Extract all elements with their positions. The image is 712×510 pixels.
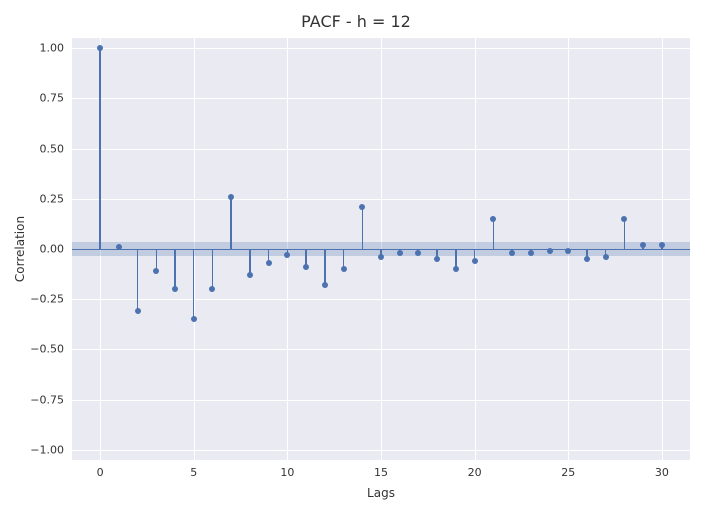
marker	[453, 266, 459, 272]
marker	[434, 256, 440, 262]
pacf-figure: PACF - h = 12 Lags Correlation 0 5 10 15 20 2…	[0, 0, 712, 510]
marker	[284, 252, 290, 258]
plot-area	[72, 38, 690, 460]
marker	[303, 264, 309, 270]
marker	[490, 216, 496, 222]
y-tick-label: 0.75	[40, 92, 65, 105]
x-tick-label: 5	[190, 466, 197, 479]
marker	[640, 242, 646, 248]
gridline-horizontal	[72, 98, 690, 99]
gridline-horizontal	[72, 299, 690, 300]
marker	[116, 244, 122, 250]
gridline-horizontal	[72, 400, 690, 401]
x-tick-label: 25	[561, 466, 575, 479]
x-tick-label: 20	[468, 466, 482, 479]
x-tick-label: 15	[374, 466, 388, 479]
marker	[247, 272, 253, 278]
stem	[174, 249, 176, 289]
stem	[193, 249, 195, 319]
y-tick-label: −0.25	[30, 293, 64, 306]
y-axis-label: Correlation	[13, 216, 27, 282]
marker	[209, 286, 215, 292]
y-tick-label: 0.00	[40, 243, 65, 256]
x-axis-label: Lags	[72, 486, 690, 500]
y-tick-label: 0.25	[40, 192, 65, 205]
x-tick-label: 30	[655, 466, 669, 479]
marker	[565, 248, 571, 254]
gridline-horizontal	[72, 199, 690, 200]
marker	[135, 308, 141, 314]
marker	[97, 45, 103, 51]
y-tick-label: −0.50	[30, 343, 64, 356]
gridline-horizontal	[72, 349, 690, 350]
marker	[584, 256, 590, 262]
marker	[415, 250, 421, 256]
marker	[603, 254, 609, 260]
y-tick-label: 1.00	[40, 42, 65, 55]
gridline-horizontal	[72, 450, 690, 451]
x-tick-label: 10	[280, 466, 294, 479]
stem	[230, 197, 232, 249]
marker	[472, 258, 478, 264]
marker	[509, 250, 515, 256]
marker	[621, 216, 627, 222]
chart-title: PACF - h = 12	[0, 12, 712, 31]
y-tick-label: −0.75	[30, 393, 64, 406]
stem	[212, 249, 214, 289]
x-tick-label: 0	[97, 466, 104, 479]
marker	[191, 316, 197, 322]
stem	[137, 249, 139, 311]
marker	[153, 268, 159, 274]
marker	[228, 194, 234, 200]
marker	[397, 250, 403, 256]
gridline-horizontal	[72, 48, 690, 49]
stem	[99, 48, 101, 249]
marker	[266, 260, 272, 266]
marker	[341, 266, 347, 272]
marker	[172, 286, 178, 292]
y-tick-label: 0.50	[40, 142, 65, 155]
marker	[528, 250, 534, 256]
stem	[362, 207, 364, 249]
y-tick-label: −1.00	[30, 443, 64, 456]
marker	[378, 254, 384, 260]
stem	[624, 219, 626, 249]
marker	[322, 282, 328, 288]
gridline-horizontal	[72, 149, 690, 150]
marker	[359, 204, 365, 210]
stem	[493, 219, 495, 249]
stem	[324, 249, 326, 285]
marker	[547, 248, 553, 254]
marker	[659, 242, 665, 248]
